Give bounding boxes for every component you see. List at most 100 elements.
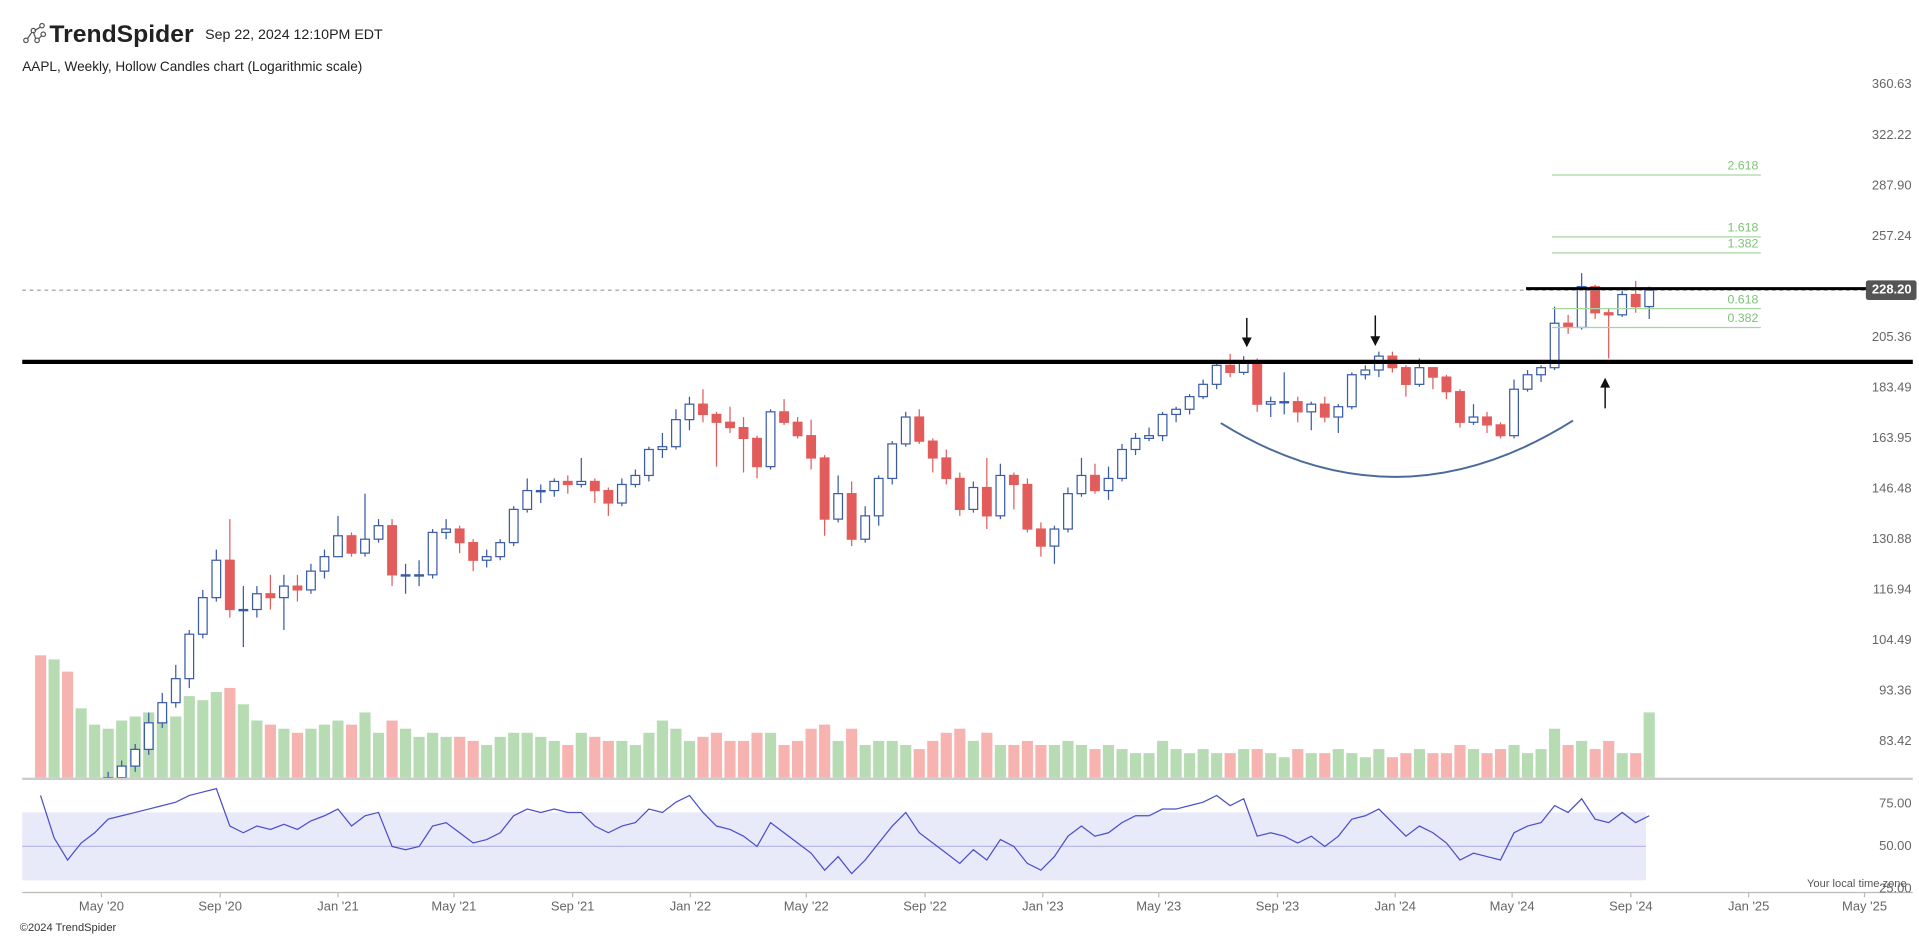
candle-body <box>1130 437 1141 451</box>
volume-bar <box>859 745 871 778</box>
volume-bar <box>386 720 398 778</box>
candle-body <box>1049 528 1060 547</box>
volume-bar <box>846 728 858 778</box>
volume-bar <box>1359 757 1371 778</box>
candle-body <box>643 448 654 477</box>
candle-body <box>1008 474 1019 486</box>
volume-bar <box>89 724 101 778</box>
candle-body <box>238 608 249 612</box>
volume-bar <box>1549 728 1561 778</box>
candle-body <box>981 486 992 517</box>
x-tick-label: Sep '23 <box>1256 899 1300 914</box>
candle-body <box>725 421 735 429</box>
volume-bar <box>359 712 371 778</box>
candle-body <box>616 483 627 504</box>
volume-bar <box>1427 753 1439 778</box>
candle-body <box>400 574 411 577</box>
volume-bar <box>778 745 790 778</box>
rsi-tick-label: 75.00 <box>1879 795 1911 810</box>
y-tick-label: 83.42 <box>1879 733 1911 748</box>
volume-bar <box>764 732 777 778</box>
candle-body <box>265 593 276 599</box>
candle-body <box>1279 401 1290 404</box>
volume-bar <box>562 745 574 778</box>
candle-body <box>819 457 830 520</box>
volume-bar <box>1048 745 1060 778</box>
candle-body <box>197 597 208 635</box>
rsi-tick-label: 50.00 <box>1879 838 1911 853</box>
candle-body <box>1171 408 1182 416</box>
volume-bar <box>602 740 614 778</box>
volume-bar <box>1643 712 1655 778</box>
candle-body <box>1427 367 1438 378</box>
candle-body <box>319 556 330 572</box>
volume-bar <box>873 740 885 778</box>
volume-bar <box>116 720 128 778</box>
volume-bar <box>1346 753 1358 778</box>
volume-bar <box>332 720 344 778</box>
volume-bar <box>481 745 493 778</box>
x-tick-label: Sep '21 <box>551 899 595 914</box>
volume-bar <box>1238 749 1250 778</box>
candle-body <box>1495 424 1506 437</box>
x-tick-label: Sep '24 <box>1609 899 1653 914</box>
volume-bar <box>1251 749 1263 778</box>
volume-bar <box>886 740 898 778</box>
volume-bar <box>102 728 114 778</box>
footer: ©2024 TrendSpider <box>20 922 117 934</box>
volume-bar <box>981 732 993 778</box>
volume-bar <box>1616 753 1628 778</box>
x-tick-label: Jan '21 <box>317 899 358 914</box>
volume-bar <box>1157 740 1169 778</box>
x-tick-label: May '22 <box>784 899 829 914</box>
rsi-tick-label: 25.00 <box>1879 880 1911 895</box>
volume-bar <box>548 740 560 778</box>
candle-body <box>684 403 695 421</box>
candle-body <box>1292 401 1303 413</box>
volume-bar <box>1143 753 1155 778</box>
volume-bar <box>616 740 628 778</box>
fib-label: 1.382 <box>1727 237 1758 251</box>
price-pane <box>35 273 1655 778</box>
candle-body <box>481 556 492 561</box>
volume-bar <box>1211 753 1223 778</box>
last-price-badge <box>1865 280 1917 300</box>
volume-bar <box>1454 745 1466 778</box>
volume-bar <box>291 732 303 778</box>
candle-body <box>833 493 844 520</box>
candle-body <box>1617 293 1628 316</box>
volume-bar <box>954 728 966 778</box>
volume-bar <box>1413 749 1425 778</box>
volume-bar <box>1603 740 1615 778</box>
volume-bar <box>521 732 533 778</box>
candle-body <box>468 542 479 561</box>
candle-body <box>211 559 222 599</box>
volume-bar <box>278 728 290 778</box>
x-tick-label: May '25 <box>1842 899 1887 914</box>
volume-bar <box>1089 749 1101 778</box>
candle-body <box>846 493 857 540</box>
candle-body <box>495 542 506 558</box>
volume-bar <box>967 740 979 778</box>
volume-bar <box>589 736 601 778</box>
candle-body <box>1319 403 1330 418</box>
candle-body <box>1333 406 1344 418</box>
volume-bar <box>440 736 452 778</box>
volume-bar <box>1278 757 1290 778</box>
candle-body <box>522 489 533 510</box>
x-tick-label: Jan '24 <box>1375 899 1416 914</box>
candle-body <box>711 413 722 423</box>
candle-body <box>1035 528 1046 547</box>
candle-body <box>1211 364 1222 385</box>
candle-body <box>1103 477 1114 492</box>
candle-body <box>1198 383 1209 398</box>
volume-bar <box>1386 757 1398 778</box>
y-tick-label: 257.24 <box>1872 228 1912 243</box>
x-tick-label: Sep '20 <box>198 899 242 914</box>
candle-body <box>995 474 1006 517</box>
volume-bar <box>508 732 520 778</box>
volume-bar <box>927 740 939 778</box>
volume-bar <box>994 745 1006 778</box>
volume-bar <box>1021 740 1033 778</box>
annotations <box>1220 315 1611 478</box>
